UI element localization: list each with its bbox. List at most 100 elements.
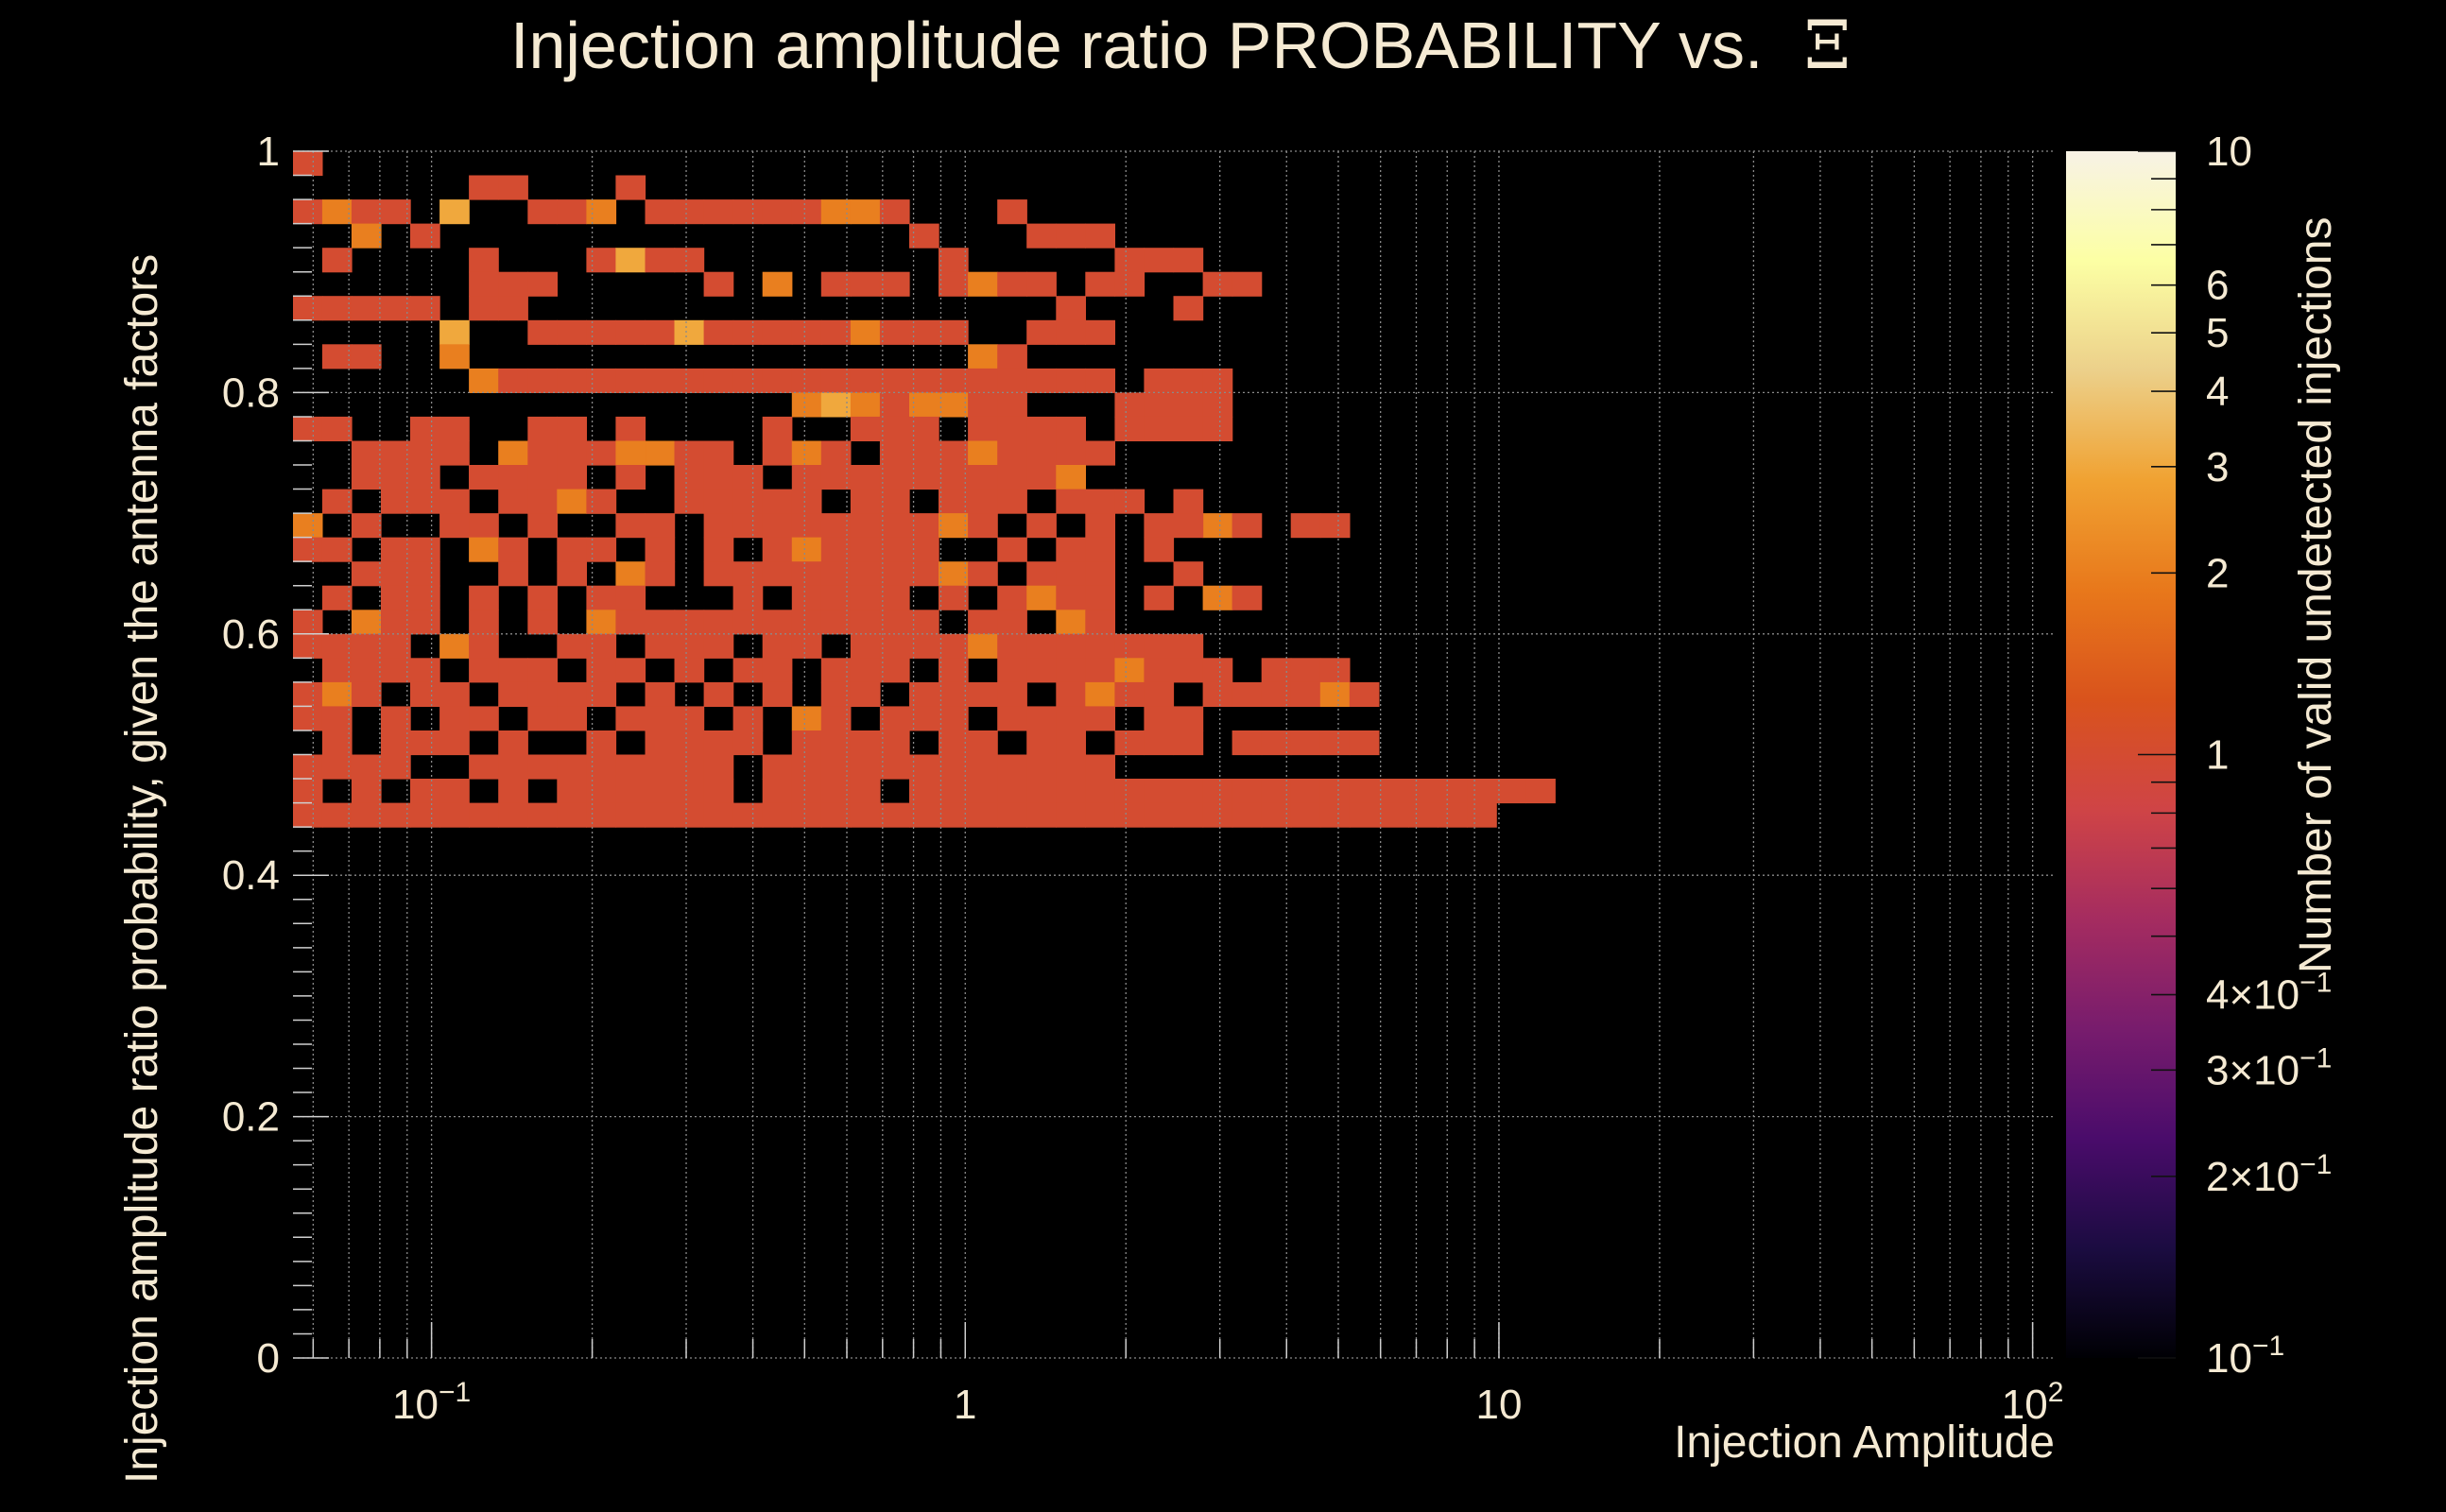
heatmap-cell [820,681,852,707]
heatmap-cell [879,368,910,393]
heatmap-cell [586,440,617,466]
heatmap-cell [820,779,852,804]
heatmap-cell [381,802,411,828]
heatmap-cell [410,610,440,635]
heatmap-cells [293,151,1556,828]
colorbar-tick-label: 4 [2206,369,2229,415]
heatmap-cell [645,368,676,393]
heatmap-cell [1144,537,1175,562]
chart-title: Injection amplitude ratio PROBABILITY vs… [510,7,1851,84]
heatmap-cell [410,658,440,683]
heatmap-cell [557,754,587,780]
heatmap-cell [820,440,852,466]
heatmap-cell [1144,585,1175,610]
heatmap-cell [586,681,617,707]
heatmap-cell [791,802,822,828]
heatmap-cell [1144,681,1175,707]
heatmap-cell [615,416,646,441]
heatmap-cell [1056,802,1086,828]
heatmap-cell [762,610,793,635]
heatmap-cell [762,319,793,345]
x-tick-label: 1 [954,1382,976,1428]
heatmap-cell [351,561,382,587]
heatmap-cell [968,779,998,804]
heatmap-cell [939,730,969,756]
heatmap-cell [1202,779,1233,804]
heatmap-cell [1349,802,1380,828]
heatmap-cell [820,730,852,756]
heatmap-cell [293,199,323,225]
heatmap-cell [557,199,587,225]
heatmap-cell [1144,802,1175,828]
heatmap-cell [1026,658,1057,683]
heatmap-cell [498,561,528,587]
heatmap-cell [410,730,440,756]
heatmap-cell [879,730,910,756]
heatmap-cell [351,610,382,635]
heatmap-cell [557,802,587,828]
heatmap-cell [850,561,881,587]
heatmap-cell [791,779,822,804]
heatmap-cell [820,561,852,587]
heatmap-cell [1467,779,1497,804]
heatmap-cell [791,440,822,466]
heatmap-cell [321,199,353,225]
heatmap-cell [968,754,998,780]
heatmap-cell [615,561,646,587]
heatmap-cell [703,199,734,225]
heatmap-cell [791,537,822,562]
heatmap-cell [527,319,558,345]
heatmap-cell [732,489,764,514]
heatmap-cell [674,440,705,466]
heatmap-cell [1056,658,1086,683]
heatmap-cell [791,706,822,731]
heatmap-cell [439,416,470,441]
heatmap-cell [732,730,764,756]
heatmap-cell [527,754,558,780]
heatmap-cell [1290,681,1321,707]
heatmap-cell [1144,779,1175,804]
heatmap-cell [1114,681,1145,707]
heatmap-cell [381,465,411,490]
heatmap-cell [1056,779,1086,804]
heatmap-cell [1085,754,1115,780]
colorbar-tick-label: 3×10−1 [2206,1042,2332,1093]
heatmap-cell [498,175,528,200]
x-tick-label: 10 [1475,1382,1522,1428]
heatmap-cell [1173,416,1204,441]
heatmap-cell [939,561,969,587]
heatmap-cell [820,319,852,345]
heatmap-cell [1114,658,1145,683]
heatmap-cell [1438,779,1468,804]
heatmap-cell [321,633,353,659]
heatmap-cell [321,489,353,514]
heatmap-cell [879,440,910,466]
colorbar: 10 65 4 3 2 1 4×10−1 3×10−1 2×10−1 10−1 [2066,129,2332,1382]
colorbar-tick-label: 3 [2206,444,2229,490]
heatmap-cell [527,271,558,297]
heatmap-cell [703,561,734,587]
heatmap-cell [997,368,1027,393]
heatmap-cell [703,489,734,514]
heatmap-cell [469,465,499,490]
heatmap-cell [469,175,499,200]
heatmap-cell [1056,319,1086,345]
heatmap-cell [703,513,734,539]
heatmap-cell [968,489,998,514]
heatmap-cell [674,489,705,514]
heatmap-cell [1114,779,1145,804]
heatmap-cell [732,610,764,635]
y-tick-label: 0.6 [222,611,280,658]
heatmap-cell [469,271,499,297]
heatmap-cell [586,779,617,804]
heatmap-cell [850,199,881,225]
heatmap-cell [293,537,323,562]
colorbar-tick-label: 10−1 [2206,1331,2284,1382]
heatmap-cell [1026,440,1057,466]
heatmap-cell [321,416,353,441]
heatmap-cell [1173,779,1204,804]
heatmap-cell [997,681,1027,707]
heatmap-cell [645,633,676,659]
heatmap-cell [850,658,881,683]
heatmap-cell [1290,730,1321,756]
